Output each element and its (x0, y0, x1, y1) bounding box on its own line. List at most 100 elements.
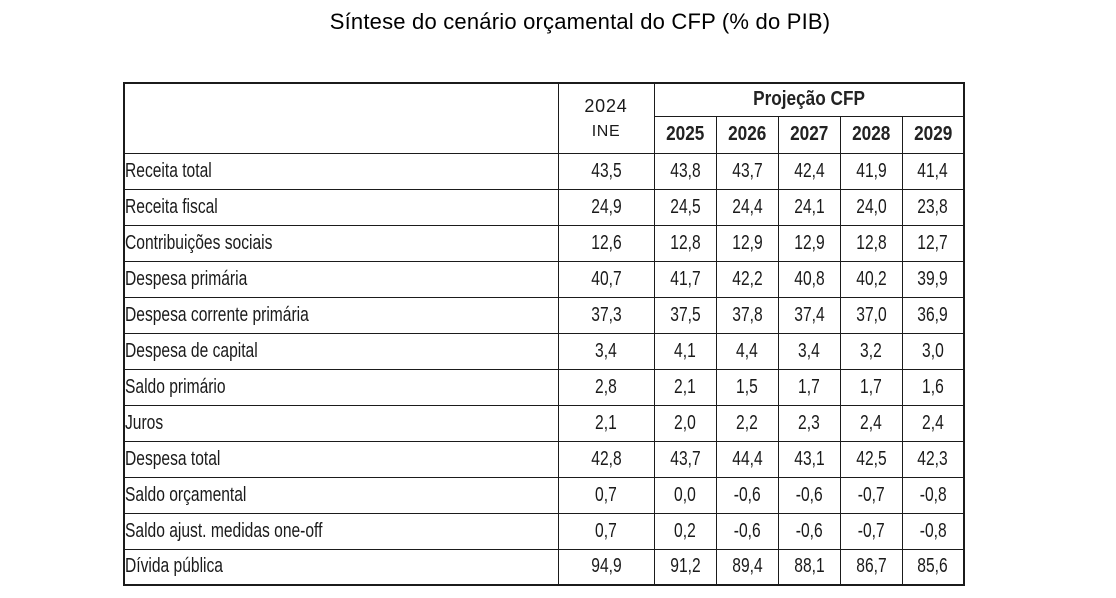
value-cell-2024: 0,7 (557, 512, 655, 550)
projection-value: 89,4 (731, 555, 763, 578)
projection-value-cell: 1,6 (901, 368, 965, 406)
value-2024: 94,9 (590, 555, 622, 578)
projection-value: 3,4 (798, 339, 820, 362)
value-2024: 12,6 (590, 231, 622, 254)
projection-value-cell: -0,8 (901, 476, 965, 514)
projection-value: 2,0 (674, 411, 696, 434)
table-header: 2024 INE Projeção CFP 2025 2026 2027 2028 20… (123, 82, 965, 154)
projection-value-cell: 44,4 (715, 440, 779, 478)
projection-value-cell: 41,9 (839, 152, 903, 190)
projection-value: -0,7 (857, 483, 885, 506)
projection-value-cell: -0,6 (777, 476, 841, 514)
projection-value-cell: 23,8 (901, 188, 965, 226)
projection-value-cell: 41,7 (653, 260, 717, 298)
projection-value-cell: 39,9 (901, 260, 965, 298)
projection-value: 37,8 (731, 303, 763, 326)
value-cell-2024: 2,8 (557, 368, 655, 406)
projection-value-cell: 24,4 (715, 188, 779, 226)
projection-value-cell: 12,8 (653, 224, 717, 262)
year-label: 2029 (913, 123, 952, 145)
projection-value-cell: 1,7 (839, 368, 903, 406)
projection-value: 2,4 (921, 411, 944, 434)
row-label: Despesa total (125, 447, 221, 470)
year-column-header: 2026 (715, 115, 779, 154)
projection-value-cell: 12,9 (715, 224, 779, 262)
projection-value: 42,2 (731, 267, 763, 290)
projection-value-cell: 37,5 (653, 296, 717, 334)
year-label: 2028 (851, 123, 891, 145)
base-year-header: 2024 INE (559, 97, 653, 140)
projection-value: 24,0 (855, 195, 887, 218)
projection-value: 3,2 (860, 339, 882, 362)
value-cell-2024: 2,1 (557, 404, 655, 442)
value-2024: 42,8 (590, 447, 622, 470)
projection-value-cell: 12,7 (901, 224, 965, 262)
projection-value-cell: 4,1 (653, 332, 717, 370)
projection-value: 0,0 (674, 483, 696, 506)
projection-value-cell: 12,9 (777, 224, 841, 262)
table-row: Contribuições sociais 12,6 12,8 12,9 12,9 12,… (123, 224, 965, 262)
projection-value: 39,9 (917, 267, 948, 290)
value-cell-2024: 3,4 (557, 332, 655, 370)
projection-value-cell: 2,4 (839, 404, 903, 442)
projection-value-cell: 37,0 (839, 296, 903, 334)
row-label: Contribuições sociais (125, 231, 273, 254)
projection-value: 12,9 (793, 231, 825, 254)
projection-value-cell: 12,8 (839, 224, 903, 262)
row-label: Saldo ajust. medidas one-off (125, 519, 323, 542)
projection-value: 4,4 (736, 339, 758, 362)
projection-value: 12,7 (917, 231, 948, 254)
projection-value: 23,8 (917, 195, 948, 218)
projection-value-cell: 43,7 (653, 440, 717, 478)
projection-value-cell: 24,0 (839, 188, 903, 226)
value-2024: 24,9 (590, 195, 622, 218)
row-label: Juros (125, 411, 164, 434)
projection-value: -0,7 (857, 519, 885, 542)
value-2024: 0,7 (595, 483, 617, 506)
projection-value-cell: 41,4 (901, 152, 965, 190)
projection-value: 2,2 (736, 411, 758, 434)
projection-value-cell: 24,1 (777, 188, 841, 226)
projection-value-cell: 88,1 (777, 548, 841, 586)
projection-value: 0,2 (674, 519, 696, 542)
projection-value-cell: 42,3 (901, 440, 965, 478)
value-2024: 43,5 (590, 159, 622, 182)
projection-value-cell: 24,5 (653, 188, 717, 226)
projection-value: 44,4 (731, 447, 763, 470)
value-2024: 40,7 (590, 267, 622, 290)
value-2024: 2,8 (595, 375, 617, 398)
column-header-2024-ine: 2024 INE (557, 82, 655, 154)
value-2024: 0,7 (595, 519, 617, 542)
projection-value-cell: -0,8 (901, 512, 965, 550)
projection-value-cell: 91,2 (653, 548, 717, 586)
row-label-cell: Receita total (123, 152, 559, 190)
projection-value-cell: 43,1 (777, 440, 841, 478)
projection-value: 43,7 (731, 159, 763, 182)
projection-value: 1,7 (860, 375, 882, 398)
row-label-cell: Contribuições sociais (123, 224, 559, 262)
projection-value-cell: 2,3 (777, 404, 841, 442)
row-label-cell: Dívida pública (123, 548, 559, 586)
year-column-header: 2029 (901, 115, 965, 154)
projection-value: 42,5 (855, 447, 887, 470)
projection-value-cell: -0,6 (777, 512, 841, 550)
table-row: Saldo ajust. medidas one-off 0,7 0,2 -0,6 -0… (123, 512, 965, 550)
projection-value: 2,3 (798, 411, 820, 434)
projection-value: -0,8 (919, 519, 947, 542)
projection-value: 3,0 (921, 339, 944, 362)
row-label: Saldo orçamental (125, 483, 247, 506)
projection-value: 42,3 (917, 447, 948, 470)
row-label: Receita fiscal (125, 195, 218, 218)
value-cell-2024: 94,9 (557, 548, 655, 586)
projection-value: 40,8 (793, 267, 825, 290)
row-label-cell: Juros (123, 404, 559, 442)
header-row-years: 2025 2026 2027 2028 2029 (124, 115, 965, 154)
value-cell-2024: 43,5 (557, 152, 655, 190)
projection-value: 40,2 (855, 267, 887, 290)
table-row: Despesa total 42,8 43,7 44,4 43,1 42,5 42,3 (123, 440, 965, 478)
projection-value: 42,4 (793, 159, 825, 182)
year-label: 2026 (727, 123, 767, 145)
projection-value: 43,8 (669, 159, 701, 182)
projection-value: 36,9 (917, 303, 948, 326)
projection-value-cell: 42,5 (839, 440, 903, 478)
